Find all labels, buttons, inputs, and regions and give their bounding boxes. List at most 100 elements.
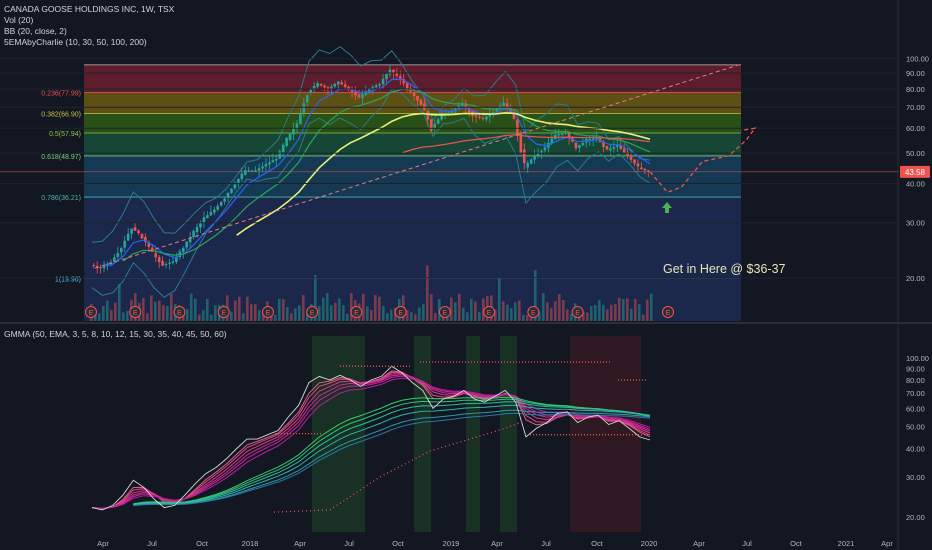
volume-bar — [570, 313, 573, 321]
candle-body — [223, 198, 226, 202]
earnings-label: E — [177, 310, 182, 317]
ema-10 — [102, 78, 651, 267]
candle-body — [216, 205, 220, 210]
candle-body — [302, 103, 306, 113]
gmma-y-tick-label: 30.00 — [906, 473, 925, 482]
candle-body — [116, 253, 120, 257]
volume-bar — [210, 314, 213, 321]
volume-bar — [306, 312, 309, 321]
earnings-marker: E — [129, 306, 142, 318]
candle-body — [323, 85, 326, 88]
volume-bar — [334, 302, 337, 321]
volume-bar — [502, 301, 505, 321]
x-tick-label: Apr — [693, 539, 705, 548]
candle-body — [505, 103, 509, 109]
candle-body — [154, 253, 158, 258]
fib-label: 0.236(77.99) — [41, 90, 81, 97]
volume-bar — [186, 309, 189, 321]
earnings-marker: E — [350, 306, 363, 318]
volume-bar — [434, 313, 437, 321]
gmma-zone — [414, 336, 431, 532]
chart-title: CANADA GOOSE HOLDINGS INC, 1W, TSX — [4, 4, 175, 14]
volume-bar — [150, 295, 153, 321]
volume-bar — [214, 305, 217, 321]
volume-bar — [554, 301, 557, 321]
volume-bar — [406, 310, 409, 321]
candle-body — [309, 89, 313, 93]
volume-bar — [106, 300, 109, 321]
volume-bar — [626, 298, 629, 321]
volume-bar — [350, 293, 353, 321]
earnings-circle — [306, 306, 319, 318]
fib-zone — [84, 64, 741, 93]
candle-body — [181, 248, 185, 253]
earnings-circle — [85, 306, 97, 318]
volume-bar — [302, 295, 305, 321]
buy-arrow — [662, 201, 672, 213]
bb-lower — [91, 88, 651, 298]
volume-bar — [622, 298, 625, 321]
candle-body — [168, 262, 171, 264]
volume-bar — [390, 309, 393, 321]
volume-bar — [110, 309, 113, 321]
fibonacci-retracement: 0.236(77.99) 0.382(66.90) 0.5(57.94) 0.618(… — [41, 64, 741, 321]
earnings-label: E — [398, 310, 403, 317]
volume-bar — [422, 304, 425, 321]
candle-body — [361, 94, 364, 98]
volume-bar — [590, 305, 593, 321]
earnings-circle — [129, 306, 142, 318]
candle-body — [412, 92, 416, 97]
earnings-marker: E — [173, 306, 186, 318]
volume-bar — [410, 312, 413, 321]
volume-bar — [458, 293, 461, 321]
volume-bar — [470, 298, 473, 321]
volume-bar — [374, 295, 377, 321]
earnings-circle — [217, 306, 230, 318]
volume-bar — [518, 300, 521, 321]
candle-body — [102, 266, 106, 269]
gmma-y-tick-label: 60.00 — [906, 404, 925, 413]
volume-bar — [238, 296, 241, 321]
volume-bar — [462, 307, 465, 321]
volume-bar — [642, 314, 645, 321]
earnings-marker: E — [394, 306, 407, 318]
candle-body — [622, 148, 626, 153]
candle-body — [460, 103, 464, 106]
candle-body — [278, 151, 282, 159]
volume-bar — [542, 293, 545, 321]
candle-body — [522, 149, 526, 164]
earnings-circle — [394, 306, 407, 318]
volume-bar — [546, 302, 549, 321]
gmma-y-tick-label: 20.00 — [906, 513, 925, 522]
volume-bar — [646, 299, 649, 321]
candle-body — [405, 83, 409, 89]
candle-body — [288, 133, 292, 141]
x-tick-label: Oct — [196, 539, 209, 548]
candle-body — [540, 150, 543, 154]
candle-body — [333, 84, 337, 87]
gmma-slow-line — [133, 401, 651, 505]
candle-body — [419, 99, 423, 106]
candle-body — [319, 83, 323, 86]
fib-zone — [84, 197, 741, 321]
x-tick-label: Oct — [591, 539, 604, 548]
candle-body — [95, 266, 99, 268]
volume-bar — [370, 309, 373, 321]
earnings-marker: E — [571, 306, 584, 318]
earnings-label: E — [89, 310, 94, 317]
candle-body — [340, 82, 344, 85]
volume-bar — [262, 311, 265, 321]
candles — [92, 64, 650, 274]
gmma-y-tick-label: 70.00 — [906, 389, 925, 398]
candle-body — [185, 241, 189, 248]
candle-body — [123, 240, 127, 248]
earnings-marker: E — [483, 306, 496, 318]
candle-body — [564, 132, 567, 134]
candle-body — [374, 85, 378, 88]
candle-body — [526, 163, 530, 168]
x-tick-label: Jul — [344, 539, 354, 548]
volume-bar — [206, 298, 209, 321]
projection-path — [649, 127, 757, 194]
candle-body — [591, 138, 595, 140]
